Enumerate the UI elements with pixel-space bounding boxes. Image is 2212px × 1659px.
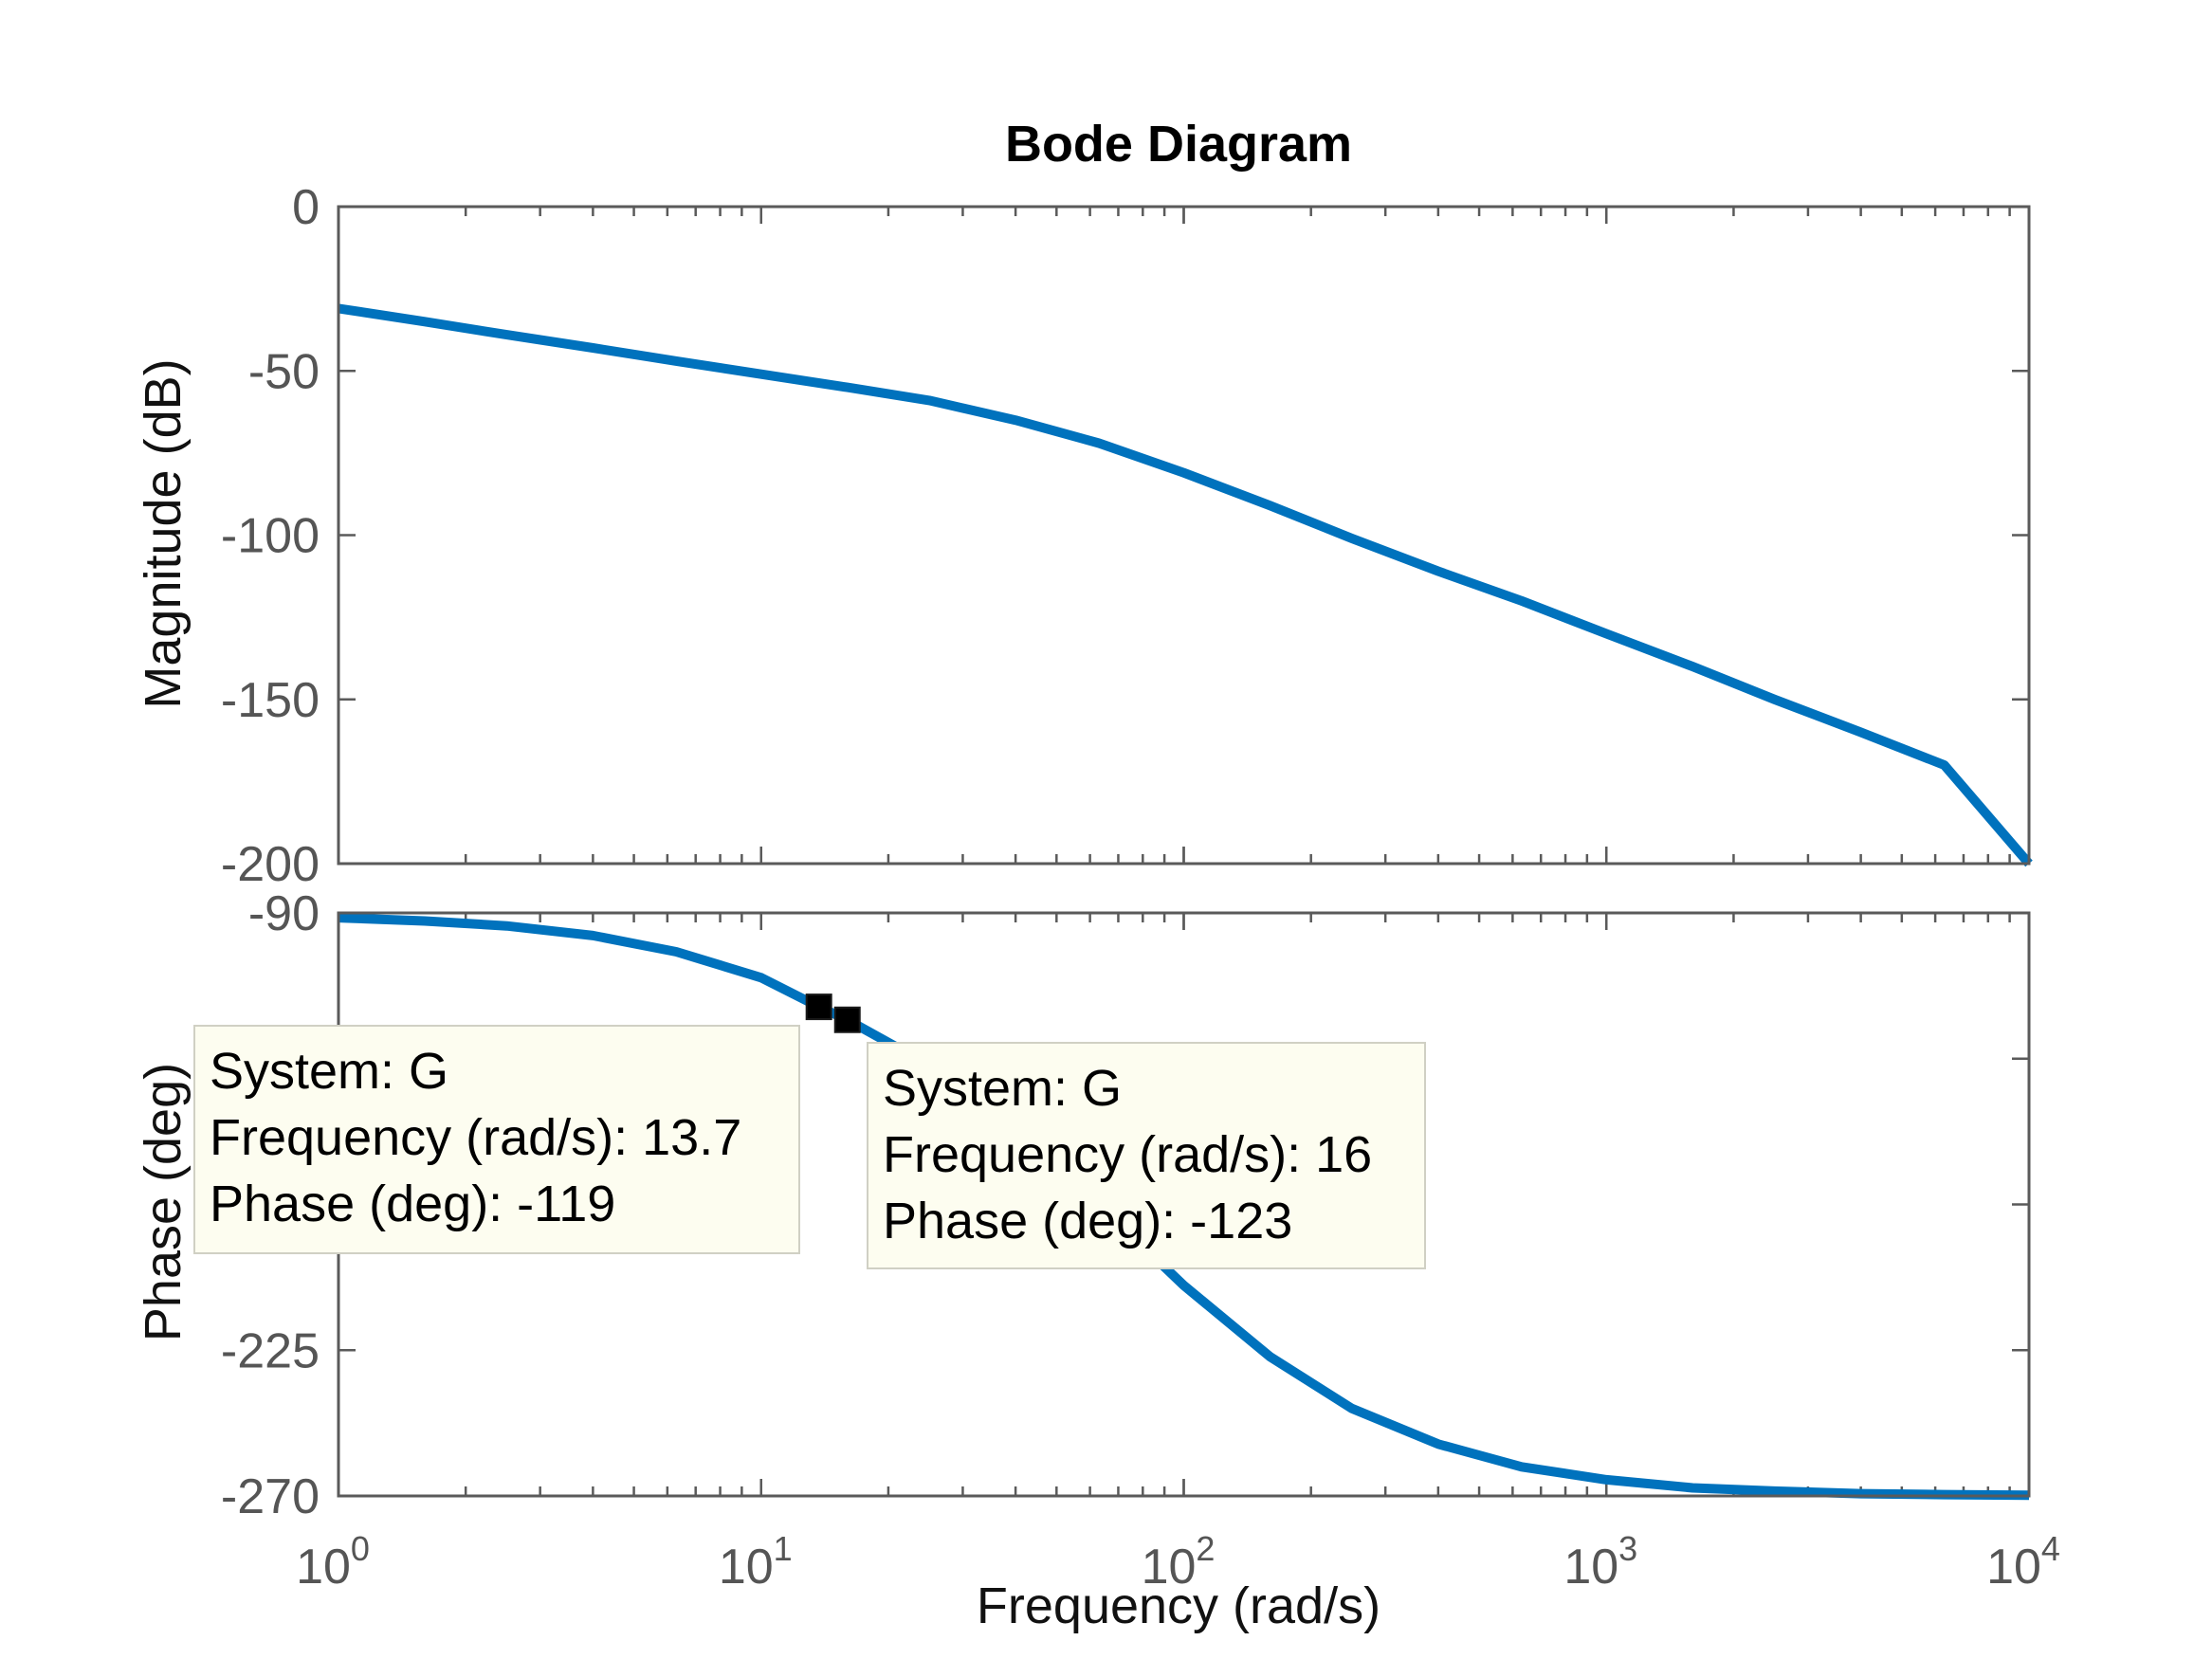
data-tip-line: Phase (deg): -119 [210,1176,615,1232]
data-tip[interactable]: System: G Frequency (rad/s): 16 Phase (deg… [833,1006,1426,1269]
magnitude-axes-frame [337,205,2031,866]
y-tick-label: -225 [221,1323,320,1378]
data-tip-marker[interactable] [833,1006,861,1033]
data-tips: System: G Frequency (rad/s): 13.7 Phase (d… [193,994,1426,1269]
y-tick-label: -90 [248,886,320,941]
x-axis-tick-labels: 100 101 102 103 104 [296,1529,2060,1595]
data-tip-marker[interactable] [805,994,832,1021]
x-tick-label: 103 [1563,1529,1637,1595]
data-tip-line: System: G [883,1060,1122,1117]
y-tick-label: -50 [248,344,320,399]
x-tick-label: 102 [1142,1529,1216,1595]
data-tip-line: Frequency (rad/s): 13.7 [210,1109,741,1166]
data-tip-line: Phase (deg): -123 [883,1193,1292,1249]
chart-title: Bode Diagram [1005,116,1352,173]
x-tick-label: 100 [296,1529,370,1595]
data-tip-line: Frequency (rad/s): 16 [883,1126,1372,1183]
y-tick-label: -200 [221,837,320,892]
magnitude-plot-area [338,207,2029,864]
magnitude-panel: 0 -50 -100 -150 -200 [221,180,2033,892]
x-tick-label: 104 [1986,1529,2060,1595]
data-tip-box [193,1025,800,1254]
frequency-axis-label: Frequency (rad/s) [977,1577,1380,1634]
data-tip-line: System: G [210,1043,448,1100]
x-tick-label: 101 [719,1529,793,1595]
phase-axis-label: Phase (deg) [135,1063,192,1341]
magnitude-axis-label: Magnitude (dB) [135,358,192,708]
y-tick-label: -150 [221,673,320,728]
y-tick-label: -270 [221,1469,320,1524]
data-tip-box [867,1042,1426,1269]
magnitude-curve [338,303,2033,867]
y-tick-label: -100 [221,509,320,564]
y-tick-label: 0 [292,180,320,235]
data-tip[interactable]: System: G Frequency (rad/s): 13.7 Phase (d… [193,994,832,1254]
